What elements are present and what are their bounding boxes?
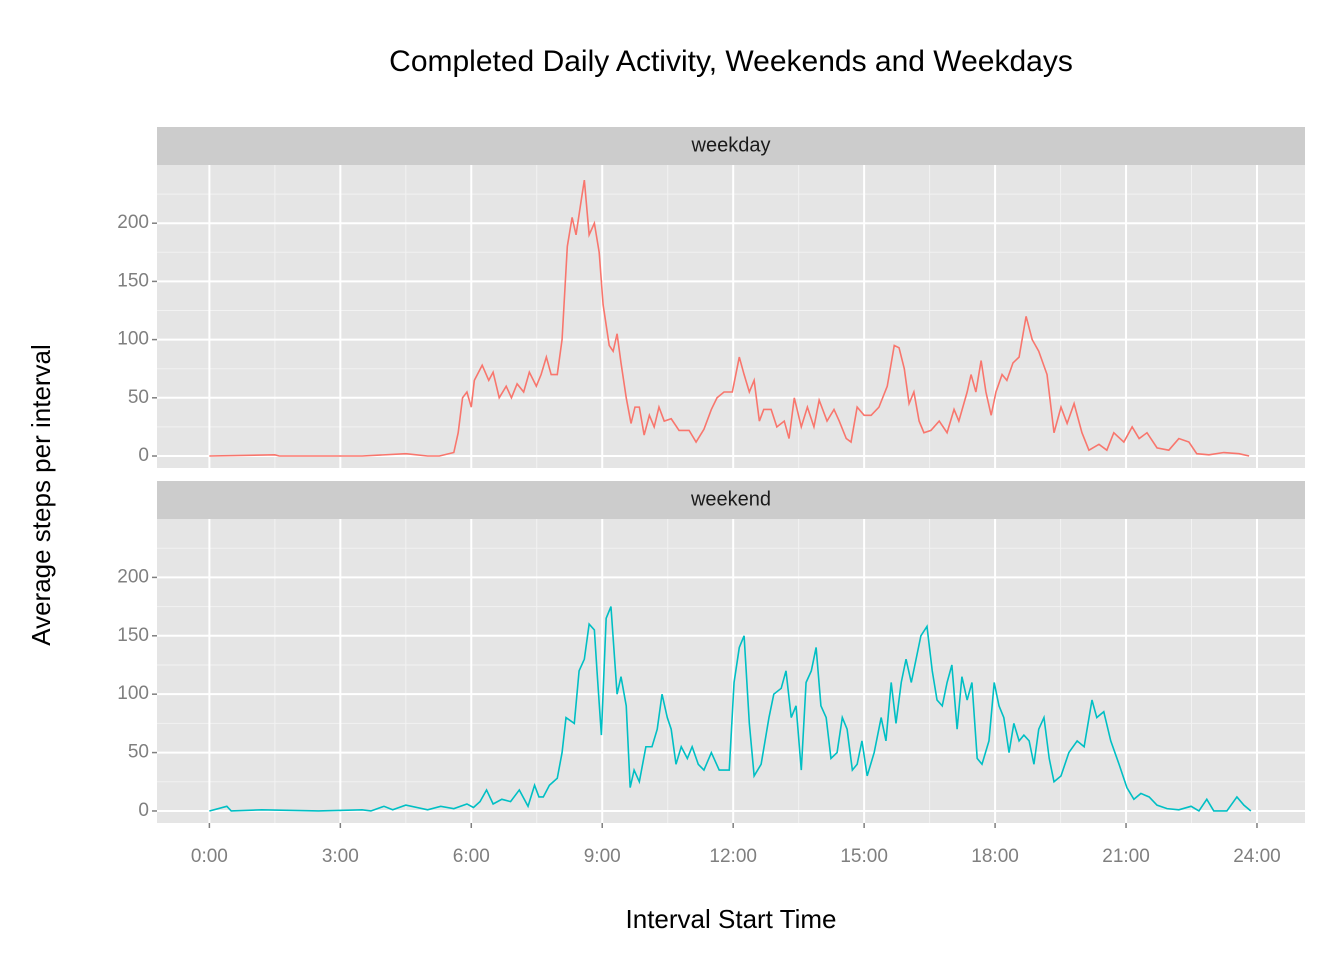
facet-strip <box>157 127 1305 165</box>
data-line <box>209 606 1252 813</box>
y-tick-label: 100 <box>117 683 149 704</box>
y-tick-label: 200 <box>117 212 149 233</box>
panel-background <box>157 165 1305 468</box>
chart-title: Completed Daily Activity, Weekends and W… <box>389 45 1073 78</box>
x-tick-label: 15:00 <box>840 846 888 867</box>
facet-label: weekday <box>691 134 771 156</box>
y-tick-label: 150 <box>117 270 149 291</box>
y-tick-label: 50 <box>128 742 149 763</box>
y-axis-label: Average steps per interval <box>26 344 56 646</box>
data-line <box>209 180 1250 457</box>
y-tick-label: 100 <box>117 329 149 350</box>
x-tick-label: 6:00 <box>453 846 490 867</box>
facet-strip <box>157 481 1305 519</box>
x-axis-label: Interval Start Time <box>626 904 837 934</box>
facet-label: weekend <box>690 488 771 510</box>
x-tick-label: 3:00 <box>322 846 359 867</box>
x-tick-label: 9:00 <box>584 846 621 867</box>
y-tick-label: 50 <box>128 387 149 408</box>
x-tick-label: 24:00 <box>1233 846 1281 867</box>
x-tick-label: 18:00 <box>971 846 1019 867</box>
y-tick-label: 0 <box>138 445 149 466</box>
y-tick-label: 0 <box>138 800 149 821</box>
x-tick-label: 21:00 <box>1102 846 1150 867</box>
x-tick-label: 0:00 <box>191 846 228 867</box>
y-tick-label: 150 <box>117 625 149 646</box>
panel-background <box>157 519 1305 823</box>
x-tick-label: 12:00 <box>709 846 757 867</box>
y-tick-label: 200 <box>117 566 149 587</box>
